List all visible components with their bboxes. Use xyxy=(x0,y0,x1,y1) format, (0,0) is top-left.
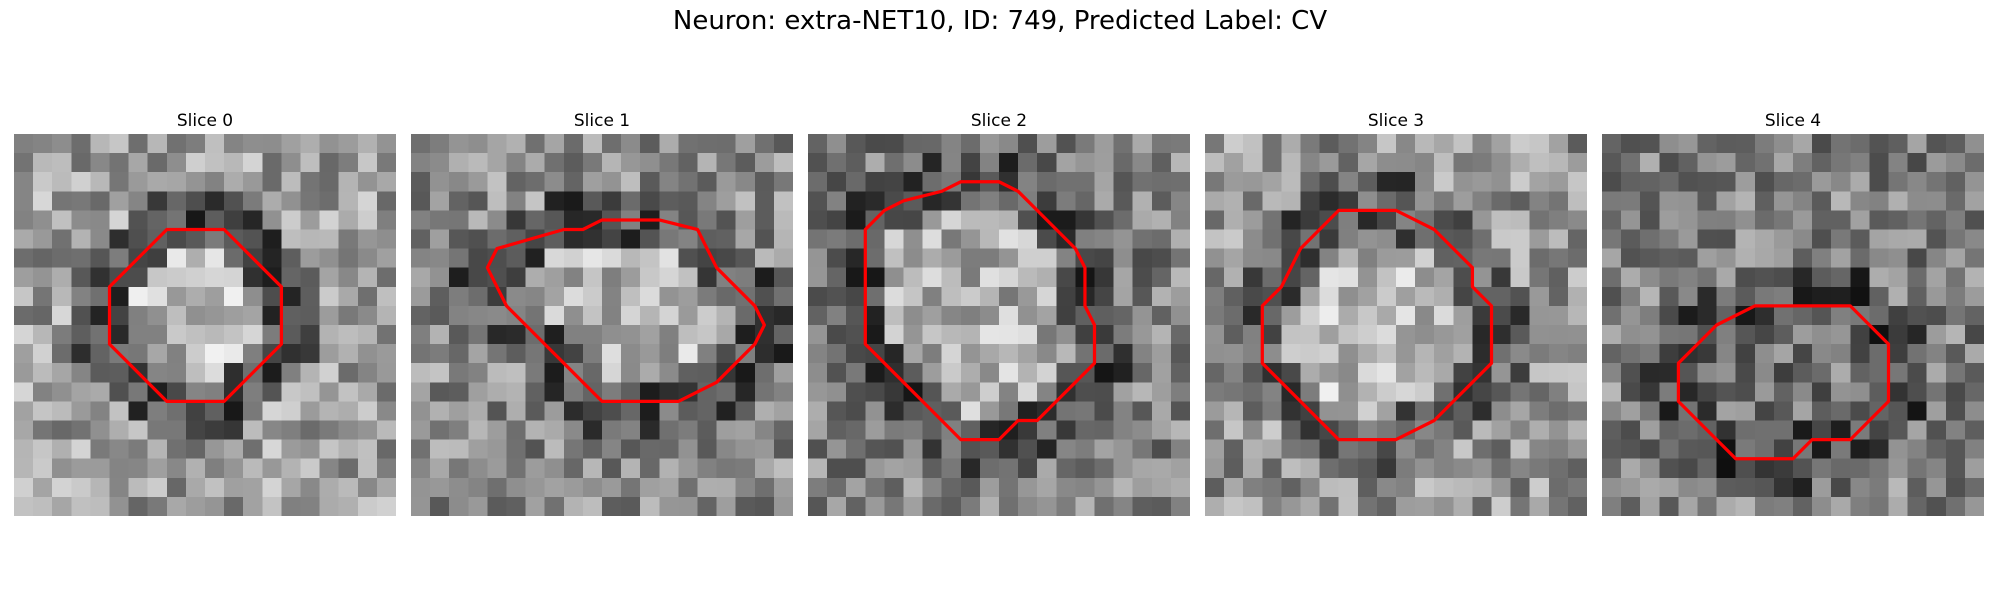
slice-panel-4: Slice 4 xyxy=(1602,108,1984,516)
segmentation-outline xyxy=(107,227,284,404)
slice-image xyxy=(14,134,396,516)
slice-title: Slice 3 xyxy=(1367,111,1425,131)
slice-panel-3: Slice 3 xyxy=(1205,108,1587,516)
segmentation-outline xyxy=(863,180,1097,442)
slice-image xyxy=(1602,134,1984,516)
slice-title: Slice 1 xyxy=(573,111,631,131)
slice-panel-0: Slice 0 xyxy=(14,108,396,516)
slice-title: Slice 0 xyxy=(176,111,234,131)
slice-image xyxy=(411,134,793,516)
slice-panel-1: Slice 1 xyxy=(411,108,793,516)
segmentation-outline xyxy=(1676,304,1891,461)
segmentation-outline xyxy=(485,218,766,404)
slice-title: Slice 2 xyxy=(970,111,1028,131)
figure-title: Neuron: extra-NET10, ID: 749, Predicted … xyxy=(672,6,1328,36)
slice-image xyxy=(1205,134,1587,516)
slice-title: Slice 4 xyxy=(1764,111,1822,131)
slice-panel-2: Slice 2 xyxy=(808,108,1190,516)
segmentation-outline xyxy=(1260,208,1494,442)
slice-image xyxy=(808,134,1190,516)
